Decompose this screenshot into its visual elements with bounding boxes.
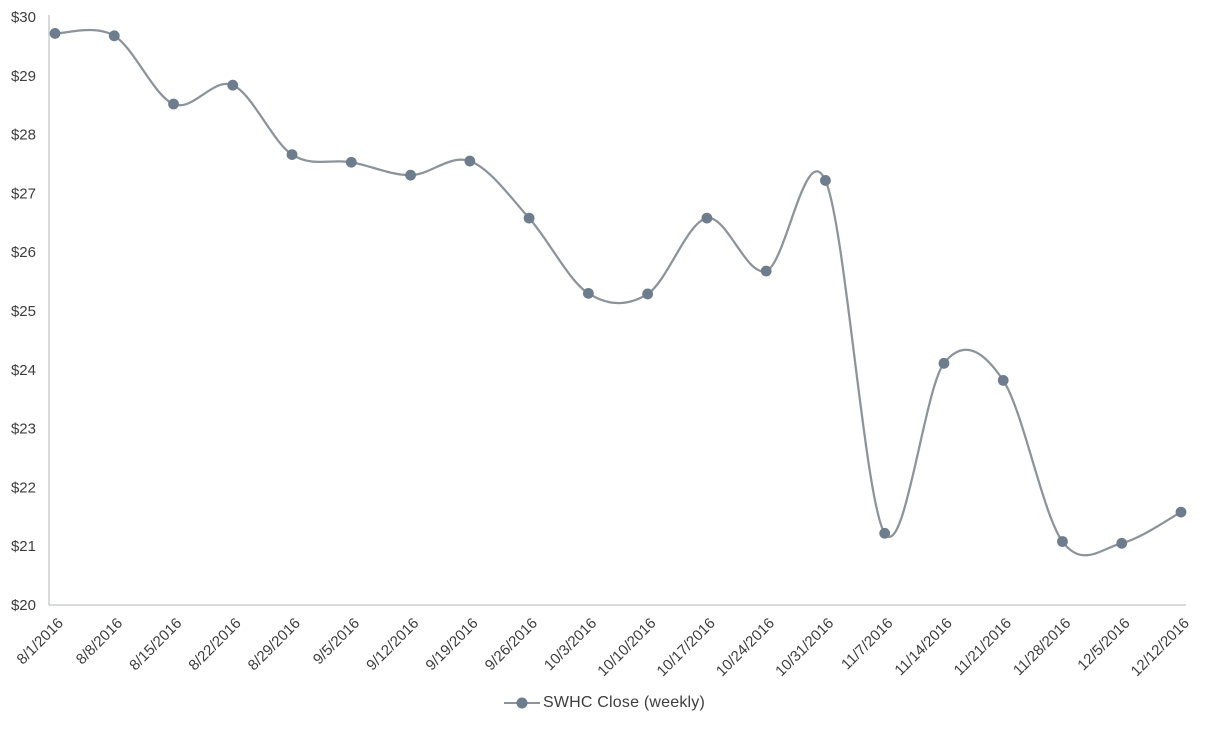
- x-axis-tick-label: 11/14/2016: [891, 615, 955, 679]
- y-axis-tick-label: $21: [11, 538, 36, 555]
- data-point-marker: [168, 98, 179, 110]
- y-axis-tick-label: $25: [11, 303, 36, 320]
- y-axis-tick-label: $30: [11, 9, 36, 26]
- data-point-marker: [701, 212, 713, 224]
- y-axis-tick-label: $29: [11, 68, 36, 85]
- x-axis-tick-label: 9/5/2016: [310, 615, 363, 668]
- data-point-marker: [227, 79, 239, 91]
- x-axis-tick-label: 10/17/2016: [654, 615, 719, 680]
- data-point-marker: [1116, 537, 1128, 549]
- data-point-marker: [464, 155, 476, 167]
- x-axis-tick-label: 12/12/2016: [1128, 615, 1193, 680]
- x-axis-tick-label: 9/12/2016: [363, 615, 422, 674]
- x-axis-tick-label: 9/26/2016: [482, 615, 541, 674]
- data-point-marker: [879, 527, 891, 539]
- x-axis-tick-label: 8/1/2016: [14, 615, 67, 668]
- data-point-marker: [405, 169, 416, 181]
- legend-label: SWHC Close (weekly): [542, 694, 706, 711]
- data-point-marker: [938, 357, 950, 369]
- y-axis-tick-label: $27: [11, 185, 36, 202]
- x-axis-tick-label: 11/21/2016: [951, 615, 1015, 679]
- x-axis-tick-label: 12/5/2016: [1074, 615, 1133, 674]
- x-axis-tick-label: 10/10/2016: [594, 615, 659, 680]
- data-point-marker: [582, 287, 594, 299]
- x-axis-tick-label: 8/8/2016: [73, 615, 126, 668]
- data-point-marker: [760, 265, 772, 277]
- y-axis-tick-label: $20: [11, 597, 36, 614]
- data-point-marker: [820, 175, 831, 186]
- data-point-marker: [345, 156, 357, 168]
- x-axis-tick-label: 8/22/2016: [185, 615, 244, 674]
- legend-line-marker-icon: [503, 697, 540, 710]
- x-axis-tick-label: 8/29/2016: [245, 615, 304, 674]
- x-axis-tick-label: 8/15/2016: [126, 615, 185, 674]
- y-axis-tick-label: $23: [11, 421, 36, 438]
- x-axis-tick-label: 11/7/2016: [838, 615, 896, 673]
- series-line: [53, 28, 1183, 557]
- legend: SWHC Close (weekly): [0, 694, 1209, 712]
- x-axis-tick-label: 10/24/2016: [713, 615, 778, 680]
- x-axis-tick-label: 9/19/2016: [422, 615, 481, 674]
- data-point-marker: [286, 149, 298, 160]
- legend-marker-dot: [516, 697, 528, 709]
- y-axis-tick-label: $24: [11, 362, 36, 379]
- data-point-marker: [49, 28, 61, 39]
- data-point-marker: [1057, 536, 1068, 547]
- y-axis-tick-label: $28: [11, 127, 36, 144]
- x-axis-tick-label: 10/3/2016: [541, 615, 600, 674]
- data-point-marker: [1175, 506, 1187, 518]
- x-axis-tick-label: 10/31/2016: [772, 615, 837, 680]
- data-point-marker: [997, 374, 1009, 386]
- data-point-marker: [108, 30, 120, 42]
- x-axis-tick-label: 11/28/2016: [1010, 615, 1074, 679]
- y-axis-tick-label: $22: [11, 479, 36, 496]
- data-point-marker: [642, 288, 654, 300]
- y-axis-tick-label: $26: [11, 244, 36, 261]
- data-point-marker: [523, 212, 535, 224]
